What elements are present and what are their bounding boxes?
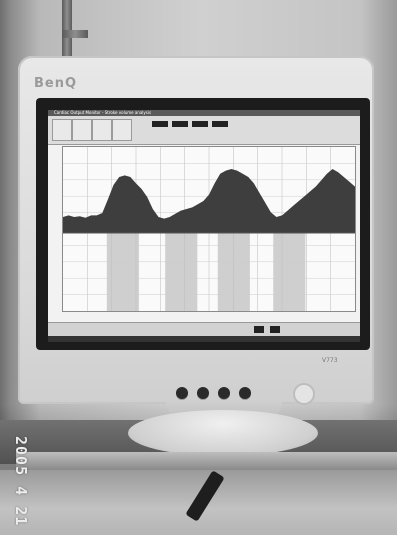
signal-band-4 [273,233,306,311]
waveform-svg [63,147,355,311]
signal-band-3 [217,233,250,311]
monitor-stand-base [128,410,318,456]
signal-band-2 [165,233,198,311]
value-readout-3 [192,121,208,127]
window-titlebar: Cardiac Output Monitor - Stroke volume a… [48,110,360,116]
monitor-button-2[interactable] [197,387,209,399]
metal-shelf [16,452,397,470]
waveform-plot [62,146,356,312]
monitor-button-3[interactable] [218,387,230,399]
monitor-button-4[interactable] [239,387,251,399]
toolbar-button-1[interactable] [52,119,72,141]
waveform-area [63,169,355,233]
monitor-brand-logo: BenQ [34,76,78,91]
power-button[interactable] [293,383,315,405]
status-indicator-2 [270,326,280,333]
toolbar-button-4[interactable] [112,119,132,141]
toolbar-button-2[interactable] [72,119,92,141]
monitor-button-1[interactable] [176,387,188,399]
value-readout-1 [152,121,168,127]
status-bar [48,322,360,337]
value-readout-2 [172,121,188,127]
monitor-screen: Cardiac Output Monitor - Stroke volume a… [48,110,360,342]
monitor-control-buttons [176,387,251,399]
value-readout-4 [212,121,228,127]
signal-band-1 [106,233,139,311]
status-indicator-1 [254,326,264,333]
app-toolbar [48,116,360,145]
window-title: Cardiac Output Monitor - Stroke volume a… [54,110,152,115]
wall-pipe-joint [62,30,88,38]
toolbar-button-3[interactable] [92,119,112,141]
os-taskbar [48,336,360,342]
camera-date-stamp: 2005 4 21 [12,436,30,527]
monitor-model-label: V773 [322,357,338,364]
